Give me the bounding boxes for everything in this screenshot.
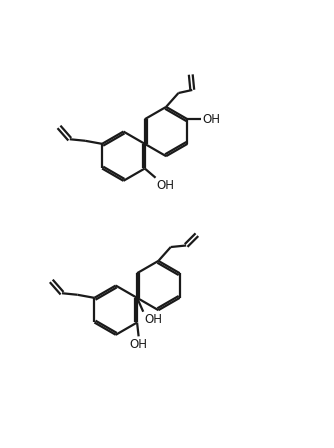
Text: OH: OH <box>156 179 174 192</box>
Text: OH: OH <box>130 338 148 351</box>
Text: OH: OH <box>202 113 220 126</box>
Text: OH: OH <box>144 313 162 326</box>
